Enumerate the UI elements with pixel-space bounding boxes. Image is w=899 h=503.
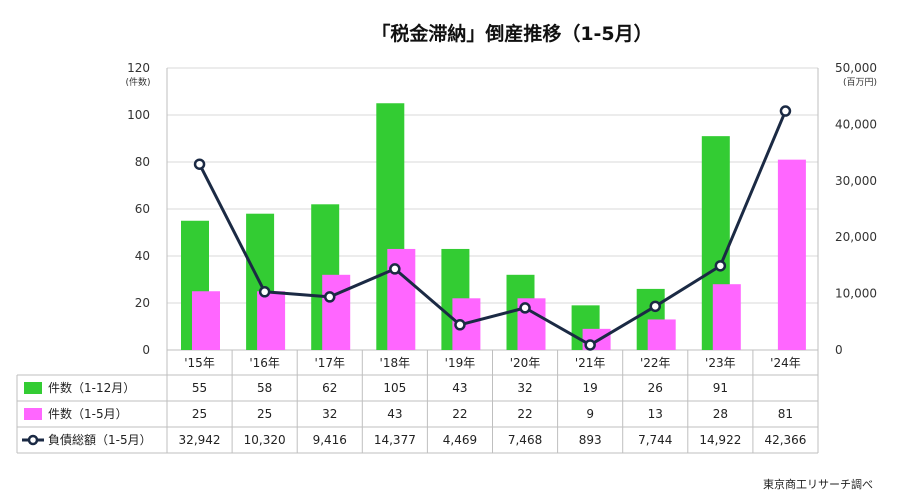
- line-debt-point: [389, 263, 401, 275]
- bar-jan-may: [322, 274, 351, 350]
- x-tick-label: '21年: [575, 356, 606, 370]
- chart-title: 「税金滞納」倒産推移（1-5月）: [371, 22, 652, 45]
- y-left-axis-label: (件数): [125, 76, 150, 88]
- table-cell: 81: [778, 407, 793, 421]
- y-right-tick-label: 10,000: [835, 287, 877, 301]
- table-cell: 25: [192, 407, 207, 421]
- table-cell: 7,744: [638, 433, 672, 447]
- bar-jan-may: [647, 319, 676, 350]
- table-cell: 7,468: [508, 433, 542, 447]
- table-cell: 9: [586, 407, 594, 421]
- x-tick-label: '19年: [445, 356, 476, 370]
- table-cell: 10,320: [244, 433, 286, 447]
- y-left-tick-label: 80: [135, 155, 150, 169]
- line-debt-point: [454, 319, 466, 331]
- line-debt-point: [584, 339, 596, 351]
- table-cell: 91: [713, 381, 728, 395]
- table-cell: 32: [322, 407, 337, 421]
- table-cell: 9,416: [313, 433, 347, 447]
- legend-key-jan-may: [24, 408, 42, 420]
- table-cell: 62: [322, 381, 337, 395]
- y-left-tick-label: 60: [135, 202, 150, 216]
- legend-label: 件数（1-5月）: [48, 406, 128, 421]
- table-cell: 32,942: [179, 433, 221, 447]
- table-cell: 19: [583, 381, 598, 395]
- table-cell: 26: [648, 381, 663, 395]
- bar-jan-may: [257, 291, 286, 350]
- legend-key-debt-marker: [27, 434, 39, 446]
- legend-key-full-year: [24, 382, 42, 394]
- legend-label: 件数（1-12月）: [48, 380, 135, 395]
- y-left-tick-label: 100: [127, 108, 150, 122]
- table-cell: 4,469: [443, 433, 477, 447]
- x-tick-label: '23年: [705, 356, 736, 370]
- y-right-tick-label: 20,000: [835, 230, 877, 244]
- table-cell: 893: [579, 433, 602, 447]
- table-cell: 28: [713, 407, 728, 421]
- y-right-tick-label: 0: [835, 343, 843, 357]
- line-debt-point: [324, 291, 336, 303]
- table-cell: 58: [257, 381, 272, 395]
- y-left-tick-label: 40: [135, 249, 150, 263]
- x-tick-label: '22年: [640, 356, 671, 370]
- y-right-tick-label: 30,000: [835, 174, 877, 188]
- y-right-axis-label: (百万円): [843, 77, 877, 88]
- table-cell: 105: [383, 381, 406, 395]
- table-cell: 14,922: [699, 433, 741, 447]
- line-debt-point: [519, 302, 531, 314]
- y-left-tick-label: 120: [127, 61, 150, 75]
- line-debt-point: [779, 105, 792, 117]
- x-tick-label: '24年: [770, 356, 801, 370]
- line-debt-point: [714, 260, 727, 272]
- table-cell: 55: [192, 381, 207, 395]
- table-cell: 43: [452, 381, 467, 395]
- bar-jan-may: [387, 248, 416, 350]
- x-tick-label: '17年: [314, 356, 345, 370]
- y-right-tick-label: 50,000: [835, 61, 877, 75]
- y-right-tick-label: 40,000: [835, 117, 877, 131]
- y-left-tick-label: 20: [135, 296, 150, 310]
- table-cell: 32: [517, 381, 532, 395]
- table-cell: 14,377: [374, 433, 416, 447]
- x-tick-label: '15年: [184, 356, 215, 370]
- bar-jan-may: [712, 284, 741, 350]
- bar-jan-may: [192, 291, 220, 350]
- x-tick-label: '18年: [380, 356, 411, 370]
- line-debt-point: [193, 158, 206, 170]
- table-cell: 22: [517, 407, 532, 421]
- source-note: 東京商工リサーチ調べ: [763, 477, 873, 491]
- table-cell: 22: [452, 407, 467, 421]
- table-cell: 25: [257, 407, 272, 421]
- table-cell: 43: [387, 407, 402, 421]
- x-tick-label: '20年: [510, 356, 541, 370]
- line-debt-series: [198, 110, 787, 347]
- table-cell: 42,366: [764, 433, 806, 447]
- line-debt-point: [258, 286, 271, 298]
- legend-label: 負債総額（1-5月）: [48, 432, 152, 447]
- x-tick-label: '16年: [249, 356, 280, 370]
- table-cell: 13: [648, 407, 663, 421]
- bar-jan-may: [777, 159, 806, 350]
- line-debt-point: [649, 300, 661, 313]
- y-left-tick-label: 0: [142, 343, 150, 357]
